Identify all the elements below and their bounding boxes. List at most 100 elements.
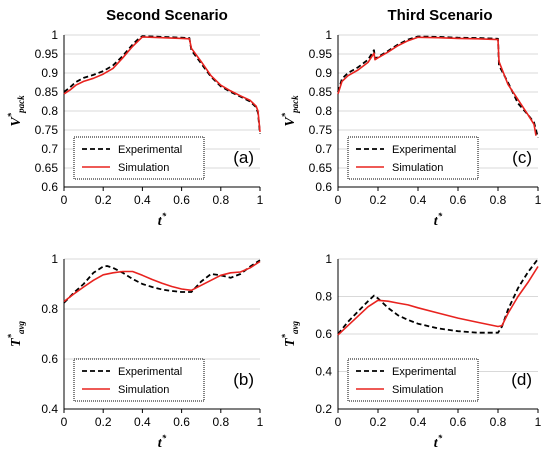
y-tick-label-b: 0.4 [41,402,58,416]
x-tick-label-a: 1 [257,193,264,207]
legend-label-a-simulation: Simulation [118,162,169,174]
x-tick-label-c: 0.2 [370,193,387,207]
panel-label-d: (d) [511,370,532,389]
x-axis-label-main: t [158,214,163,229]
panel-a: 0.6 0.65 0.7 0.75 0.8 0.85 0.9 0.95 1 0 0.2 0.4 0.6 0… [6,28,264,229]
y-tick-label-a: 0.7 [41,142,58,156]
y-tick-label-a: 0.9 [41,66,58,80]
x-tick-label-b: 1 [257,415,264,429]
y-axis-label-a: V*pack [6,95,26,127]
x-axis-label-sup: * [438,211,443,221]
x-axis-label-sup: * [162,433,167,443]
legend-label-d-experimental: Experimental [392,366,456,378]
y-tick-label-d: 0.4 [315,365,332,379]
y-axis-label-sub: avg [290,320,300,333]
x-axis-label-main: t [158,436,163,451]
y-axis-label-main: V [283,116,298,127]
x-tick-label-d: 0.8 [490,415,507,429]
x-axis-label-main: t [434,436,439,451]
y-tick-label-a: 0.75 [35,123,59,137]
y-tick-label-a: 1 [51,28,58,42]
y-tick-label-c: 0.85 [309,85,333,99]
x-tick-label-d: 0 [335,415,342,429]
legend-box-d [347,358,479,402]
legend-label-c-experimental: Experimental [392,144,456,156]
y-tick-label-d: 0.8 [315,290,332,304]
legend-label-c-simulation: Simulation [392,162,443,174]
y-tick-label-c: 0.95 [309,47,333,61]
panel-label-c: (c) [512,148,532,167]
y-tick-label-d: 1 [325,252,332,266]
x-tick-label-d: 1 [535,415,542,429]
y-tick-label-a: 0.85 [35,85,59,99]
series-line-b-experimental [63,259,261,304]
x-axis-label-a: t* [158,211,167,229]
y-axis-label-sup: * [6,112,16,117]
y-axis-label-main: V [9,116,24,127]
panel-c: 0.6 0.65 0.7 0.75 0.8 0.85 0.9 0.95 1 0 0.2 0.4 0.6 0… [280,28,542,229]
x-tick-label-d: 0.6 [450,415,467,429]
x-tick-label-b: 0 [61,415,68,429]
y-tick-label-c: 0.7 [315,142,332,156]
y-tick-label-c: 1 [325,28,332,42]
x-tick-label-b: 0.2 [95,415,112,429]
x-axis-label-b: t* [158,433,167,451]
y-tick-label-a: 0.6 [41,180,58,194]
series-line-a-simulation [63,36,261,132]
legend-label-b-simulation: Simulation [118,384,169,396]
legend-box-b [73,358,205,402]
x-axis-label-main: t [434,214,439,229]
x-tick-label-b: 0.6 [173,415,190,429]
y-tick-label-b: 1 [51,252,58,266]
legend-box-a [73,136,205,180]
series-line-c-simulation [337,36,537,136]
legend-label-d-simulation: Simulation [392,384,443,396]
y-tick-label-b: 0.8 [41,302,58,316]
x-tick-label-a: 0 [61,193,68,207]
x-axis-label-c: t* [434,211,443,229]
title-a: Second Scenario [106,7,228,24]
x-tick-label-b: 0.8 [212,415,229,429]
x-tick-label-c: 0.8 [490,193,507,207]
legend-label-b-experimental: Experimental [118,366,182,378]
panel-d: 0.20.40.60.810 0.2 0.4 0.6 0.8 1(d)Experiment… [280,252,542,451]
y-axis-label-sub: avg [16,320,26,333]
x-tick-label-c: 0 [335,193,342,207]
x-tick-label-c: 0.6 [450,193,467,207]
y-tick-label-c: 0.65 [309,161,333,175]
x-tick-label-a: 0.8 [212,193,229,207]
x-tick-label-d: 0.2 [370,415,387,429]
y-axis-label-c: V*pack [280,95,300,127]
y-axis-label-d: T*avg [280,320,300,347]
title-c: Third Scenario [387,7,492,24]
series-line-d-simulation [337,266,539,336]
y-axis-label-sub: pack [16,95,26,114]
y-tick-label-b: 0.6 [41,352,58,366]
y-axis-label-sup: * [6,333,16,338]
y-axis-label-b: T*avg [6,320,26,347]
y-tick-label-a: 0.8 [41,104,58,118]
y-tick-label-a: 0.65 [35,161,59,175]
x-tick-label-a: 0.4 [134,193,151,207]
y-tick-label-c: 0.6 [315,180,332,194]
panel-label-a: (a) [233,148,254,167]
x-tick-label-c: 1 [535,193,542,207]
y-tick-label-d: 0.2 [315,402,332,416]
panel-b: 0.4 0.6 0.8 1 0 0.2 0.4 0.6 0.8 1 (b) Experimental S… [6,252,264,451]
x-tick-label-b: 0.4 [134,415,151,429]
x-tick-label-a: 0.2 [95,193,112,207]
series-line-a-experimental [63,35,261,134]
legend-box-c [347,136,479,180]
series-line-d-experimental [337,258,539,335]
x-axis-label-sup: * [162,211,167,221]
x-tick-label-a: 0.6 [173,193,190,207]
x-tick-label-c: 0.4 [410,193,427,207]
x-tick-label-d: 0.4 [410,415,427,429]
legend-label-a-experimental: Experimental [118,144,182,156]
y-axis-label-main: T [9,337,24,347]
series-line-c-experimental [337,35,539,138]
y-axis-label-sup: * [280,112,290,117]
panel-label-b: (b) [233,370,254,389]
y-tick-label-c: 0.8 [315,104,332,118]
